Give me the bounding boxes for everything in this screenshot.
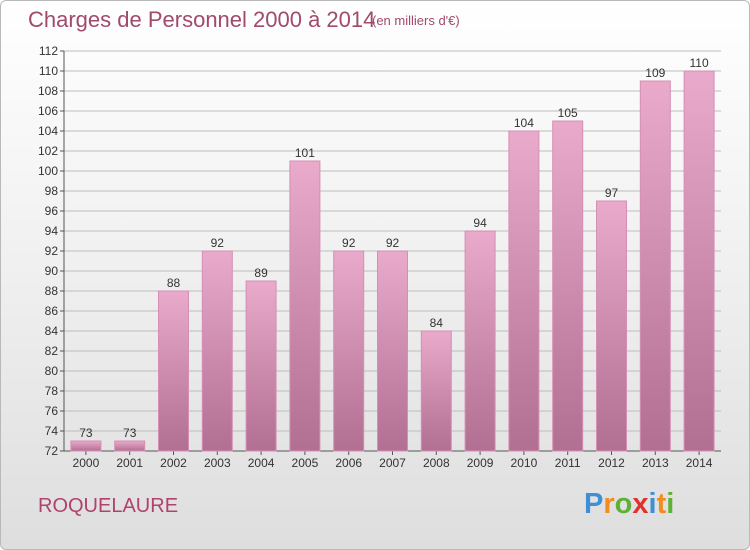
y-tick-label: 112 (39, 44, 58, 58)
data-label: 94 (473, 216, 487, 230)
logo-letter: i (666, 488, 675, 520)
logo-letter: r (603, 488, 615, 520)
y-tick-label: 74 (45, 424, 59, 438)
y-tick-label: 78 (45, 384, 59, 398)
data-label: 104 (514, 116, 534, 130)
y-tick-label: 102 (38, 144, 58, 158)
y-tick-label: 98 (45, 184, 59, 198)
chart-title: Charges de Personnel 2000 à 2014 (28, 7, 376, 32)
bar-2010[interactable] (508, 130, 540, 452)
logo-letter: x (632, 488, 649, 520)
x-tick-label: 2005 (292, 456, 319, 470)
bar-2003[interactable] (201, 250, 233, 452)
logo-letter: i (648, 488, 657, 520)
bar-2013[interactable] (639, 80, 671, 452)
y-tick-label: 86 (45, 304, 59, 318)
y-tick-label: 110 (39, 64, 58, 78)
logo-letter: P (584, 488, 604, 520)
logo-letter: o (614, 488, 633, 520)
y-tick-label: 82 (45, 344, 59, 358)
logo-letter: t (656, 488, 667, 520)
data-label: 73 (79, 426, 93, 440)
bar-2011[interactable] (552, 120, 584, 452)
bar-2008[interactable] (420, 330, 452, 452)
bar-2012[interactable] (596, 200, 627, 452)
y-tick-label: 84 (45, 324, 59, 338)
data-label: 109 (645, 66, 665, 80)
data-label: 105 (558, 106, 578, 120)
y-tick-label: 76 (45, 404, 59, 418)
bars (70, 70, 715, 452)
bar-2009[interactable] (464, 230, 496, 452)
y-tick-label: 104 (38, 124, 58, 138)
bar-2007[interactable] (377, 250, 408, 452)
data-label: 101 (295, 146, 315, 160)
x-tick-label: 2001 (116, 456, 143, 470)
y-tick-label: 88 (45, 284, 59, 298)
bar-2004[interactable] (245, 280, 277, 452)
y-tick-label: 72 (45, 444, 59, 458)
bar-2005[interactable] (289, 160, 321, 452)
x-tick-label: 2002 (160, 456, 187, 470)
data-label: 97 (605, 186, 619, 200)
data-label: 110 (690, 56, 709, 70)
y-tick-label: 108 (38, 84, 58, 98)
bar-2002[interactable] (158, 290, 189, 452)
data-label: 73 (123, 426, 137, 440)
x-tick-label: 2006 (335, 456, 362, 470)
y-tick-label: 80 (45, 364, 59, 378)
y-tick-label: 94 (45, 224, 59, 238)
data-label: 92 (342, 236, 356, 250)
data-label: 89 (254, 266, 268, 280)
y-tick-label: 92 (45, 244, 59, 258)
data-label: 92 (386, 236, 400, 250)
x-tick-label: 2003 (204, 456, 231, 470)
bar-2000[interactable] (70, 440, 102, 452)
bar-2014[interactable] (683, 70, 715, 452)
bar-2001[interactable] (114, 440, 146, 452)
x-tick-label: 2009 (467, 456, 494, 470)
proxiti-logo[interactable]: Proxiti (584, 488, 674, 521)
x-tick-label: 2013 (642, 456, 669, 470)
chart-subtitle: (en milliers d'€) (372, 13, 460, 28)
x-tick-label: 2004 (248, 456, 275, 470)
x-tick-label: 2000 (73, 456, 100, 470)
y-tick-label: 106 (38, 104, 58, 118)
data-label: 88 (167, 276, 181, 290)
data-label: 84 (430, 316, 444, 330)
y-tick-label: 96 (45, 204, 59, 218)
x-tick-label: 2012 (598, 456, 625, 470)
x-tick-label: 2008 (423, 456, 450, 470)
y-tick-label: 90 (45, 264, 59, 278)
x-tick-label: 2010 (511, 456, 538, 470)
y-tick-label: 100 (38, 164, 58, 178)
x-tick-label: 2014 (686, 456, 713, 470)
bar-2006[interactable] (333, 250, 365, 452)
x-tick-label: 2011 (555, 456, 581, 470)
data-label: 92 (211, 236, 225, 250)
x-tick-label: 2007 (379, 456, 406, 470)
labels: 72 74 76 78 80 82 84 86 88 90 92 94 96 98 100 102 104 106… (38, 44, 713, 470)
commune-name: ROQUELAURE (38, 495, 179, 517)
